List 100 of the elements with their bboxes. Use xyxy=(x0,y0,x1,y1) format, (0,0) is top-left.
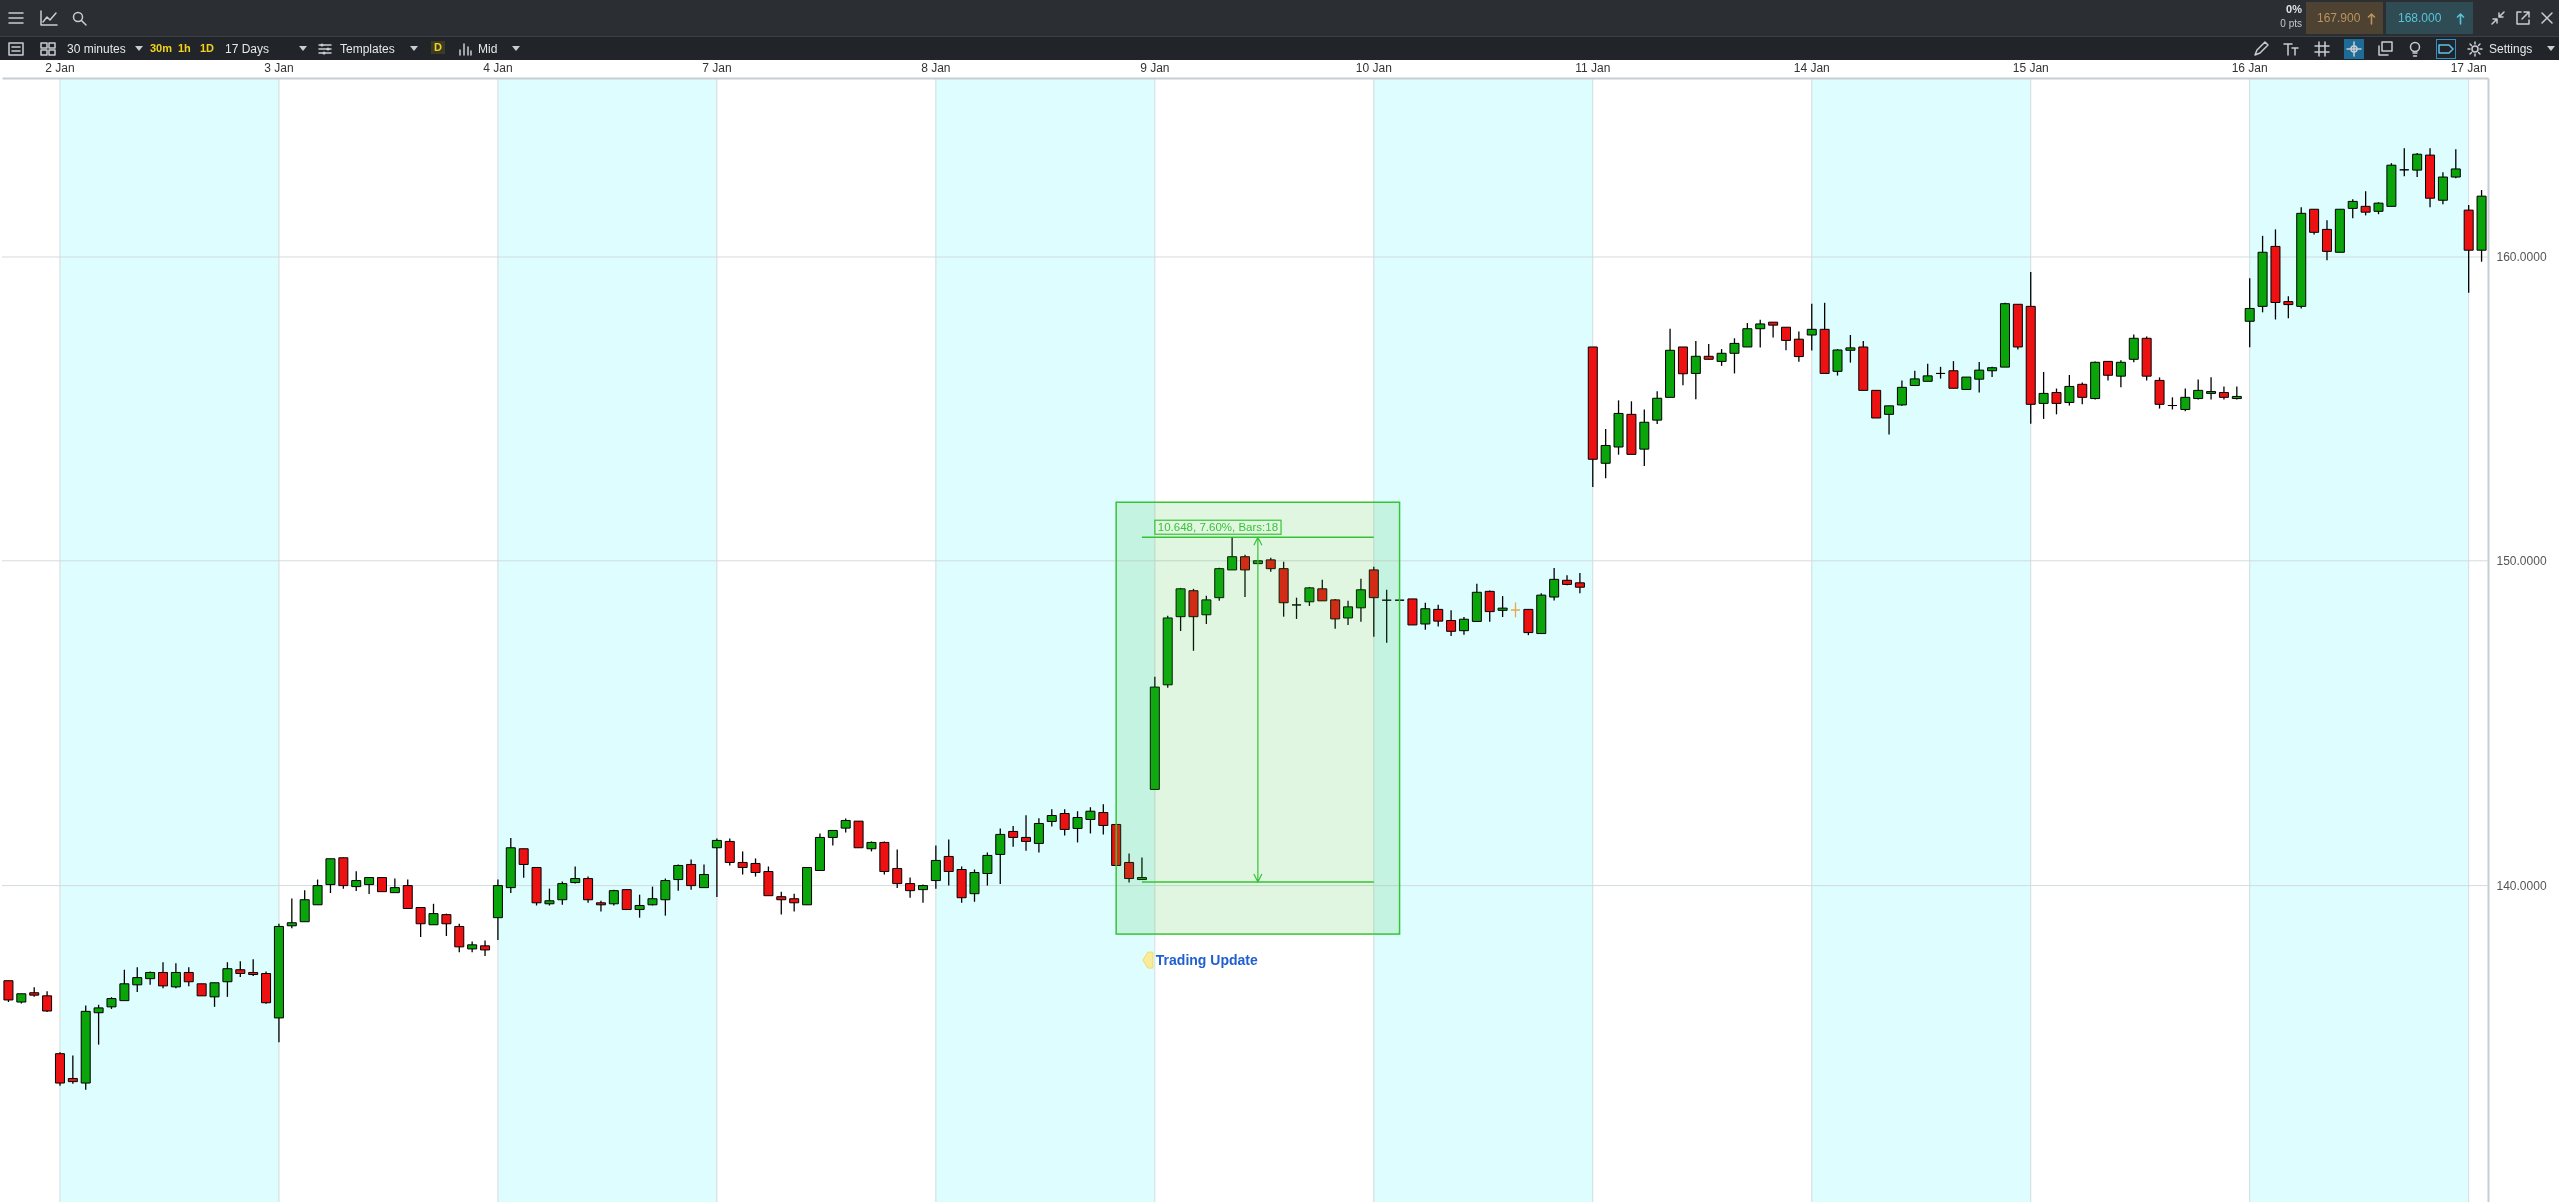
candlestick xyxy=(1523,608,1534,636)
candlestick xyxy=(1072,810,1083,844)
candlestick xyxy=(351,870,362,892)
candlestick xyxy=(660,877,671,917)
candlestick xyxy=(1343,600,1354,626)
candlestick xyxy=(1574,572,1585,594)
candlestick xyxy=(1291,597,1302,620)
candlestick xyxy=(621,889,632,911)
candlestick xyxy=(1600,428,1611,480)
candlestick xyxy=(1227,536,1238,571)
candlestick xyxy=(634,894,645,919)
text: D xyxy=(431,41,445,54)
candlestick xyxy=(2077,381,2088,405)
candlestick xyxy=(1652,390,1663,425)
text: Templates xyxy=(340,42,395,56)
candlestick xyxy=(1729,337,1740,375)
candlestick xyxy=(686,858,697,891)
candlestick xyxy=(750,857,761,878)
candlestick xyxy=(1549,567,1560,602)
candlestick xyxy=(2412,152,2423,178)
candlestick xyxy=(1780,326,1791,351)
candlestick xyxy=(2450,148,2461,179)
candlestick xyxy=(2399,147,2410,177)
candlestick xyxy=(2437,171,2448,205)
candlestick xyxy=(67,1054,78,1085)
candlestick xyxy=(595,900,606,913)
x-tick-label: 2 Jan xyxy=(45,60,75,75)
candlestick xyxy=(158,961,169,989)
candlestick xyxy=(1033,817,1044,854)
candlestick xyxy=(2103,360,2114,382)
candlestick xyxy=(583,875,594,904)
candlestick xyxy=(2115,359,2126,388)
text: 17 Days xyxy=(225,42,270,56)
y-tick-label: 140.0000 xyxy=(2496,879,2547,894)
candlestick xyxy=(132,966,143,993)
y-tick-label: 160.0000 xyxy=(2496,250,2547,265)
x-tick-label: 7 Jan xyxy=(702,60,732,75)
candlestick xyxy=(2051,387,2062,415)
candlestick xyxy=(995,827,1006,885)
candlestick xyxy=(415,906,426,938)
x-tick-label: 4 Jan xyxy=(483,60,513,75)
candlestick xyxy=(1201,595,1212,625)
candlestick xyxy=(2347,198,2358,219)
text: 0 pts xyxy=(2280,18,2302,29)
x-tick-label: 10 Jan xyxy=(1355,60,1392,75)
candlestick xyxy=(1085,806,1096,835)
candlestick xyxy=(1768,321,1779,339)
x-tick-label: 14 Jan xyxy=(1793,60,1830,75)
candlestick xyxy=(1484,589,1495,623)
candlestick xyxy=(969,868,980,903)
candlestick xyxy=(737,850,748,876)
candlestick xyxy=(3,980,14,1003)
candlestick xyxy=(2283,295,2294,319)
candlestick xyxy=(454,923,465,953)
candlestick xyxy=(1124,852,1135,884)
candlestick xyxy=(1239,554,1251,598)
candlestick xyxy=(699,863,710,889)
candlestick xyxy=(1317,579,1328,602)
candlestick xyxy=(428,903,439,926)
candlestick xyxy=(724,837,735,867)
text: 1h xyxy=(178,42,191,54)
candlestick xyxy=(1433,603,1444,628)
y-tick-label: 150.0000 xyxy=(2496,554,2547,569)
candlestick xyxy=(183,966,194,987)
text: 0% xyxy=(2286,3,2302,15)
candlestick xyxy=(312,878,323,906)
candlestick xyxy=(1806,303,1817,352)
candlestick xyxy=(93,1004,104,1046)
candlestick xyxy=(1497,595,1508,618)
candlestick xyxy=(1793,330,1804,363)
candlestick xyxy=(1330,598,1341,630)
candlestick xyxy=(943,838,954,887)
candlestick xyxy=(2309,208,2320,236)
text: Mid xyxy=(478,42,498,56)
candlestick xyxy=(2206,376,2217,401)
annotation: Trading Update xyxy=(1155,952,1258,969)
candlestick xyxy=(1845,334,1856,364)
candlestick xyxy=(711,837,722,898)
candlestick xyxy=(402,878,413,910)
candlestick xyxy=(2244,277,2255,348)
candlestick xyxy=(1021,814,1032,852)
candlestick xyxy=(930,844,941,890)
x-tick-label: 17 Jan xyxy=(2450,60,2487,75)
text: 30m xyxy=(150,42,173,54)
candlestick xyxy=(222,961,233,998)
text: 30 minutes xyxy=(67,42,126,56)
candlestick xyxy=(1446,609,1457,637)
candlestick xyxy=(170,962,181,989)
candlestick xyxy=(1355,578,1366,623)
candlestick xyxy=(119,969,130,1002)
candlestick xyxy=(2154,376,2165,410)
x-tick-label: 15 Jan xyxy=(2012,60,2049,75)
text: Settings xyxy=(2489,42,2533,56)
x-tick-label: 3 Jan xyxy=(264,60,294,75)
x-tick-label: 8 Jan xyxy=(921,60,951,75)
text: 167.900 xyxy=(2317,11,2361,25)
candlestick xyxy=(1948,360,1959,389)
candlestick xyxy=(673,863,684,892)
candlestick xyxy=(286,897,297,929)
candlestick xyxy=(982,851,993,887)
